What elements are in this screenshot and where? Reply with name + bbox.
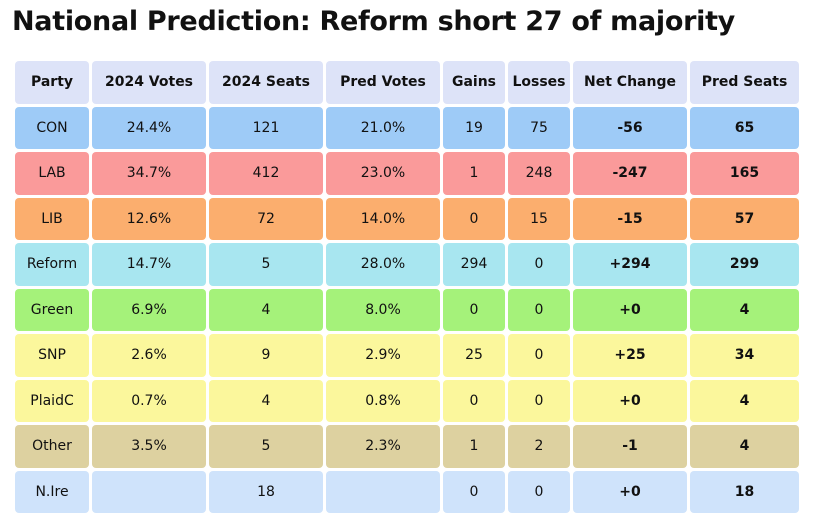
cell-gains: 0	[443, 470, 505, 513]
cell-pred-votes: 28.0%	[326, 243, 440, 286]
cell-gains: 0	[443, 197, 505, 240]
cell-party: Other	[15, 425, 89, 468]
cell-2024-seats: 4	[209, 288, 323, 331]
prediction-table: Party 2024 Votes 2024 Seats Pred Votes G…	[12, 58, 802, 516]
table-row: Green 6.9% 4 8.0% 0 0 +0 4	[15, 288, 799, 331]
cell-2024-votes: 2.6%	[92, 334, 206, 377]
col-header-2024-seats: 2024 Seats	[209, 61, 323, 104]
table-row: N.Ire 18 0 0 +0 18	[15, 470, 799, 513]
cell-net-change: -15	[573, 197, 687, 240]
cell-pred-seats: 4	[690, 425, 799, 468]
cell-gains: 1	[443, 152, 505, 195]
table-row: SNP 2.6% 9 2.9% 25 0 +25 34	[15, 334, 799, 377]
cell-party: Green	[15, 288, 89, 331]
cell-losses: 248	[508, 152, 570, 195]
cell-party: CON	[15, 106, 89, 149]
cell-2024-votes: 3.5%	[92, 425, 206, 468]
col-header-net-change: Net Change	[573, 61, 687, 104]
cell-2024-seats: 9	[209, 334, 323, 377]
table-row: PlaidC 0.7% 4 0.8% 0 0 +0 4	[15, 379, 799, 422]
cell-losses: 75	[508, 106, 570, 149]
cell-2024-seats: 5	[209, 425, 323, 468]
cell-pred-seats: 165	[690, 152, 799, 195]
table-row: LIB 12.6% 72 14.0% 0 15 -15 57	[15, 197, 799, 240]
page-title: National Prediction: Reform short 27 of …	[12, 6, 735, 37]
cell-party: PlaidC	[15, 379, 89, 422]
cell-party: Reform	[15, 243, 89, 286]
cell-net-change: -247	[573, 152, 687, 195]
cell-gains: 1	[443, 425, 505, 468]
cell-losses: 15	[508, 197, 570, 240]
cell-2024-seats: 412	[209, 152, 323, 195]
col-header-pred-seats: Pred Seats	[690, 61, 799, 104]
cell-pred-votes: 21.0%	[326, 106, 440, 149]
table-row: Reform 14.7% 5 28.0% 294 0 +294 299	[15, 243, 799, 286]
cell-2024-seats: 18	[209, 470, 323, 513]
cell-pred-seats: 299	[690, 243, 799, 286]
cell-party: SNP	[15, 334, 89, 377]
table-row: Other 3.5% 5 2.3% 1 2 -1 4	[15, 425, 799, 468]
cell-2024-votes: 14.7%	[92, 243, 206, 286]
cell-pred-votes: 8.0%	[326, 288, 440, 331]
cell-losses: 0	[508, 379, 570, 422]
header-row: Party 2024 Votes 2024 Seats Pred Votes G…	[15, 61, 799, 104]
cell-2024-votes: 0.7%	[92, 379, 206, 422]
cell-pred-votes: 2.3%	[326, 425, 440, 468]
cell-pred-seats: 34	[690, 334, 799, 377]
cell-net-change: -1	[573, 425, 687, 468]
cell-net-change: +294	[573, 243, 687, 286]
cell-gains: 0	[443, 288, 505, 331]
cell-pred-seats: 18	[690, 470, 799, 513]
cell-party: LAB	[15, 152, 89, 195]
cell-losses: 0	[508, 243, 570, 286]
cell-pred-votes: 0.8%	[326, 379, 440, 422]
table-row: CON 24.4% 121 21.0% 19 75 -56 65	[15, 106, 799, 149]
cell-2024-votes: 12.6%	[92, 197, 206, 240]
cell-losses: 0	[508, 470, 570, 513]
cell-2024-votes	[92, 470, 206, 513]
col-header-2024-votes: 2024 Votes	[92, 61, 206, 104]
cell-pred-seats: 57	[690, 197, 799, 240]
cell-2024-seats: 121	[209, 106, 323, 149]
cell-pred-seats: 4	[690, 379, 799, 422]
cell-gains: 0	[443, 379, 505, 422]
cell-gains: 19	[443, 106, 505, 149]
cell-2024-votes: 24.4%	[92, 106, 206, 149]
cell-gains: 294	[443, 243, 505, 286]
cell-net-change: +0	[573, 379, 687, 422]
cell-2024-seats: 5	[209, 243, 323, 286]
cell-pred-votes: 14.0%	[326, 197, 440, 240]
cell-2024-votes: 34.7%	[92, 152, 206, 195]
cell-pred-seats: 4	[690, 288, 799, 331]
cell-net-change: +25	[573, 334, 687, 377]
cell-net-change: +0	[573, 470, 687, 513]
col-header-pred-votes: Pred Votes	[326, 61, 440, 104]
cell-pred-votes: 2.9%	[326, 334, 440, 377]
cell-losses: 2	[508, 425, 570, 468]
cell-gains: 25	[443, 334, 505, 377]
col-header-losses: Losses	[508, 61, 570, 104]
cell-party: LIB	[15, 197, 89, 240]
col-header-party: Party	[15, 61, 89, 104]
cell-losses: 0	[508, 288, 570, 331]
col-header-gains: Gains	[443, 61, 505, 104]
cell-pred-votes	[326, 470, 440, 513]
cell-pred-seats: 65	[690, 106, 799, 149]
cell-2024-seats: 4	[209, 379, 323, 422]
cell-losses: 0	[508, 334, 570, 377]
cell-net-change: +0	[573, 288, 687, 331]
cell-net-change: -56	[573, 106, 687, 149]
cell-2024-votes: 6.9%	[92, 288, 206, 331]
cell-2024-seats: 72	[209, 197, 323, 240]
cell-pred-votes: 23.0%	[326, 152, 440, 195]
cell-party: N.Ire	[15, 470, 89, 513]
table-row: LAB 34.7% 412 23.0% 1 248 -247 165	[15, 152, 799, 195]
